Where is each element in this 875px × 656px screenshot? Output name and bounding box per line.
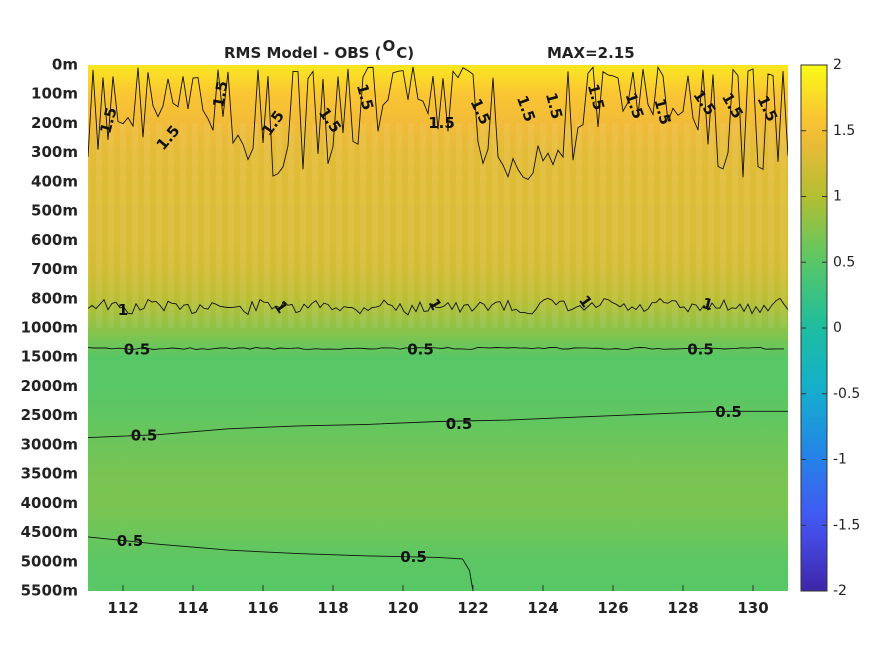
y-tick-label: 100m xyxy=(31,85,78,103)
colorbar-tick-label: 1.5 xyxy=(833,123,855,139)
contour-label: 0.5 xyxy=(400,548,427,566)
x-axis-longitude: 112 114 116 118 120 122 124 126 128 130 xyxy=(107,585,769,617)
colorbar-tick-label: -2 xyxy=(833,583,847,599)
contour-label: 1 xyxy=(118,301,128,319)
colorbar-tick-label: -1.5 xyxy=(833,517,860,533)
contour-label: 1 xyxy=(700,294,715,314)
x-tick-label: 114 xyxy=(177,599,208,617)
contour-1.5 xyxy=(88,65,788,180)
x-tick-label: 126 xyxy=(597,599,628,617)
colorbar-tick-label: 0.5 xyxy=(833,254,855,270)
contour-label: 0.5 xyxy=(117,532,144,550)
contour-label: 1.5 xyxy=(428,114,455,132)
y-tick-label: 4500m xyxy=(21,523,78,541)
y-axis-depth: 0m 100m 200m 300m 400m 500m 600m 700m 800m 1000m 1… xyxy=(21,56,78,600)
y-tick-label: 500m xyxy=(31,202,78,220)
title-degree-superscript: O xyxy=(383,37,396,55)
y-tick-label: 4000m xyxy=(21,494,78,512)
contour-1.0 xyxy=(88,297,788,316)
contour-0.5-middle xyxy=(88,410,788,439)
y-tick-label: 2000m xyxy=(21,377,78,395)
contour-label: 0.5 xyxy=(687,340,714,358)
y-tick-label: 1000m xyxy=(21,319,78,337)
contour-label: 0.5 xyxy=(446,415,473,433)
y-tick-label: 200m xyxy=(31,114,78,132)
contour-label: 1.5 xyxy=(209,79,231,108)
x-tick-label: 128 xyxy=(667,599,698,617)
colorbar-tick-label: -0.5 xyxy=(833,386,860,402)
colorbar: 2 1.5 1 0.5 0 -0.5 -1 -1.5 -2 xyxy=(800,57,860,599)
y-tick-label: 0m xyxy=(52,56,78,74)
contour-0.5-lower xyxy=(88,536,474,591)
y-tick-label: 600m xyxy=(31,231,78,249)
contour-label: 0.5 xyxy=(715,403,742,421)
contour-label: 0.5 xyxy=(131,427,158,445)
colorbar-tick-label: -1 xyxy=(833,452,847,468)
colorbar-tick-label: 0 xyxy=(833,320,842,336)
max-value-label: MAX=2.15 xyxy=(547,44,635,62)
contour-label: 0.5 xyxy=(124,340,151,358)
colorbar-ticks: 2 1.5 1 0.5 0 -0.5 -1 -1.5 -2 xyxy=(801,57,860,599)
chart-title: RMS Model - OBS ( O C) MAX=2.15 xyxy=(224,37,635,62)
y-tick-label: 2500m xyxy=(21,406,78,424)
y-tick-label: 800m xyxy=(31,289,78,307)
y-tick-label: 3000m xyxy=(21,435,78,453)
y-tick-label: 700m xyxy=(31,260,78,278)
y-tick-label: 300m xyxy=(31,143,78,161)
y-tick-label: 3500m xyxy=(21,465,78,483)
contour-0.5-upper xyxy=(88,347,784,350)
y-tick-label: 1500m xyxy=(21,348,78,366)
x-tick-label: 130 xyxy=(737,599,768,617)
y-tick-label: 5000m xyxy=(21,552,78,570)
title-text: RMS Model - OBS ( xyxy=(224,44,382,62)
rms-field-texture xyxy=(88,123,788,328)
x-tick-label: 122 xyxy=(457,599,488,617)
contour-label: 0.5 xyxy=(407,340,434,358)
y-tick-label: 5500m xyxy=(21,582,78,600)
x-tick-label: 124 xyxy=(527,599,558,617)
colorbar-tick-label: 2 xyxy=(833,57,842,73)
x-tick-label: 116 xyxy=(247,599,278,617)
x-tick-label: 118 xyxy=(317,599,348,617)
x-tick-label: 120 xyxy=(387,599,418,617)
colorbar-tick-label: 1 xyxy=(833,189,842,205)
y-tick-label: 400m xyxy=(31,172,78,190)
title-unit-text: C) xyxy=(396,44,414,62)
contour-lines xyxy=(88,65,788,591)
x-tick-label: 112 xyxy=(107,599,138,617)
plot-area: 1.51.51.51.5 1.51.51.5 1.5 1.5 1.5 1.5 1.5 1.5 1… xyxy=(88,65,788,591)
